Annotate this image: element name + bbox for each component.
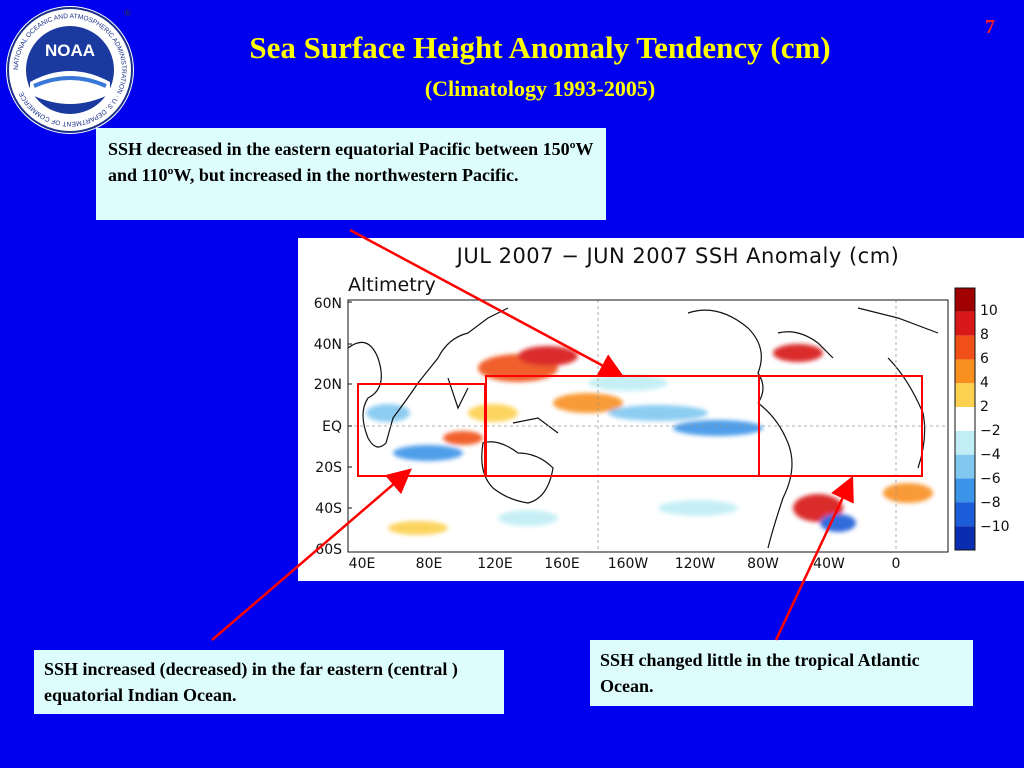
- colorbar-swatch: [955, 288, 975, 312]
- ssh-anomaly-figure: JUL 2007 − JUN 2007 SSH Anomaly (cm) Alt…: [298, 238, 1024, 581]
- colorbar-swatch: [955, 383, 975, 408]
- colorbar-border: [954, 287, 976, 551]
- colorbar-swatch: [955, 311, 975, 336]
- colorbar-swatch: [955, 430, 975, 455]
- note-indian-ocean: SSH increased (decreased) in the far eas…: [34, 650, 504, 714]
- colorbar-label-neg4: −4: [980, 447, 1001, 463]
- arrow-atlantic: [774, 475, 854, 641]
- lat-label-eq: EQ: [322, 419, 342, 435]
- colorbar-label-2: 2: [980, 399, 989, 415]
- lon-label-40w: 40W: [813, 556, 845, 572]
- arrow-indian-ocean: [211, 468, 412, 641]
- anomaly-field: [366, 344, 933, 535]
- arrow-pacific: [349, 228, 625, 378]
- lat-label-40s: 40S: [315, 501, 342, 517]
- registered-mark: ®: [124, 8, 131, 18]
- colorbar-swatch: [955, 335, 975, 360]
- colorbar-swatch: [955, 407, 975, 431]
- lon-label-80w: 80W: [747, 556, 779, 572]
- colorbar-swatch: [955, 454, 975, 479]
- lon-label-120e: 120E: [477, 556, 513, 572]
- colorbar-label-4: 4: [980, 375, 989, 391]
- note-pacific: SSH decreased in the eastern equatorial …: [96, 128, 606, 220]
- colorbar-label-8: 8: [980, 327, 989, 343]
- colorbar-swatch: [955, 526, 975, 550]
- colorbar: [954, 287, 976, 551]
- lon-label-120w: 120W: [674, 556, 716, 572]
- lat-label-60n: 60N: [313, 296, 342, 312]
- noaa-logo: NOAA NATIONAL OCEANIC AND ATMOSPHERIC AD…: [6, 6, 134, 134]
- slide-title: Sea Surface Height Anomaly Tendency (cm): [249, 30, 831, 65]
- lon-label-160e: 160E: [544, 556, 580, 572]
- colorbar-label-10: 10: [980, 303, 998, 319]
- colorbar-label-neg10: −10: [980, 519, 1010, 535]
- colorbar-label-neg6: −6: [980, 471, 1001, 487]
- map-graphic: [347, 299, 949, 553]
- slide-subtitle: (Climatology 1993-2005): [424, 76, 656, 101]
- graticule: [348, 300, 948, 552]
- figure-title: JUL 2007 − JUN 2007 SSH Anomaly (cm): [456, 244, 900, 268]
- colorbar-label-neg2: −2: [980, 423, 1001, 439]
- colorbar-swatch: [955, 359, 975, 384]
- lat-label-20s: 20S: [315, 460, 342, 476]
- lat-label-20n: 20N: [313, 377, 342, 393]
- noaa-logo-text: NOAA: [45, 41, 95, 60]
- figure-source-label: Altimetry: [348, 274, 436, 296]
- lon-label-0: 0: [891, 556, 901, 572]
- note-atlantic: SSH changed little in the tropical Atlan…: [590, 640, 973, 706]
- lon-label-40e: 40E: [348, 556, 376, 572]
- lon-label-80e: 80E: [415, 556, 443, 572]
- lat-label-40n: 40N: [313, 337, 342, 353]
- slide-number: 7: [985, 16, 995, 38]
- colorbar-label-6: 6: [980, 351, 989, 367]
- lon-label-160w: 160W: [607, 556, 649, 572]
- colorbar-label-neg8: −8: [980, 495, 1001, 511]
- colorbar-swatch: [955, 478, 975, 503]
- colorbar-swatch: [955, 502, 975, 527]
- tick-marks: [348, 301, 352, 509]
